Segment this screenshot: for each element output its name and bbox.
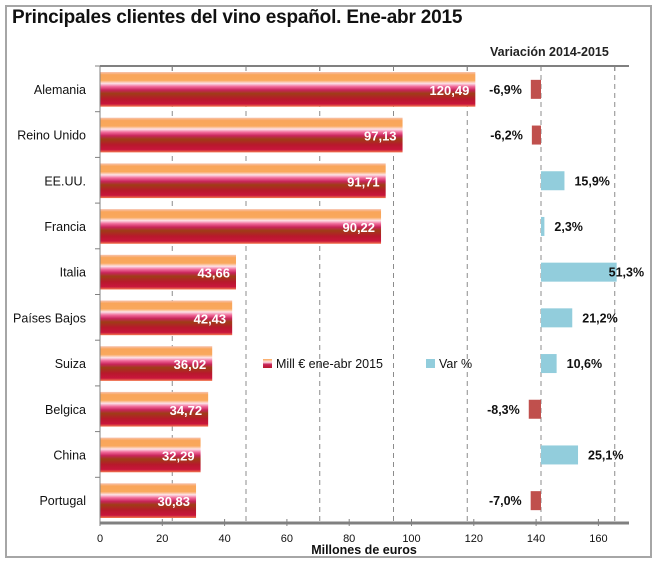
legend-label-var: Var % <box>439 357 472 371</box>
x-tick-label: 80 <box>343 533 355 545</box>
bar-value-label: 120,49 <box>430 83 470 98</box>
category-label: Belgica <box>45 403 86 417</box>
bar-value-label: 90,22 <box>342 220 375 235</box>
bar-value-label: 91,71 <box>347 174 380 189</box>
category-label: Portugal <box>39 494 86 508</box>
bar-var <box>541 308 573 328</box>
chart-subtitle: Variación 2014-2015 <box>490 45 609 59</box>
bar-value-label: 32,29 <box>162 448 195 463</box>
bar-var <box>530 79 541 99</box>
x-axis-label: Millones de euros <box>311 543 417 557</box>
x-tick-label: 0 <box>97 533 103 545</box>
bar-var <box>531 125 541 145</box>
bar-mill <box>100 391 209 427</box>
bar-mill <box>100 163 386 199</box>
bar-var <box>541 171 565 191</box>
legend-swatch-mill <box>263 359 272 368</box>
bar-value-label: 36,02 <box>174 357 207 372</box>
x-tick-label: 140 <box>527 533 545 545</box>
var-value-label: 10,6% <box>567 357 602 371</box>
var-value-label: 21,2% <box>582 311 617 325</box>
bar-value-label: 30,83 <box>157 494 190 509</box>
bar-value-label: 42,43 <box>194 311 227 326</box>
x-tick-label: 60 <box>281 533 293 545</box>
category-label: Países Bajos <box>13 311 86 325</box>
chart-frame <box>5 5 652 558</box>
bar-mill <box>100 117 403 153</box>
var-value-label: -6,2% <box>490 129 523 143</box>
bar-mill <box>100 346 213 381</box>
category-label: Reino Unido <box>17 129 86 143</box>
bar-mill <box>100 209 382 244</box>
bar-mill <box>100 72 476 107</box>
var-value-label: 25,1% <box>588 448 623 462</box>
x-tick-label: 40 <box>218 533 230 545</box>
category-label: Francia <box>44 220 86 234</box>
var-value-label: 15,9% <box>574 174 609 188</box>
bar-mill <box>100 483 197 518</box>
bar-mill <box>100 300 233 336</box>
x-tick-label: 120 <box>465 533 483 545</box>
bar-mill <box>100 437 201 473</box>
bar-mill <box>100 254 237 290</box>
var-value-label: 2,3% <box>554 220 583 234</box>
bar-var <box>528 399 541 419</box>
category-label: Alemania <box>34 83 86 97</box>
var-value-label: -8,3% <box>487 403 520 417</box>
bar-value-label: 34,72 <box>170 403 203 418</box>
bar-var <box>541 354 557 374</box>
category-label: Italia <box>60 266 86 280</box>
legend-swatch-var <box>426 359 435 368</box>
x-tick-label: 100 <box>402 533 420 545</box>
legend-label-mill: Mill € ene-abr 2015 <box>276 357 383 371</box>
bar-value-label: 97,13 <box>364 129 397 144</box>
category-label: Suiza <box>55 357 86 371</box>
bar-var <box>541 445 579 465</box>
x-tick-label: 160 <box>589 533 607 545</box>
bar-var <box>530 491 541 511</box>
category-label: EE.UU. <box>44 174 86 188</box>
var-value-label: -6,9% <box>489 83 522 97</box>
var-value-label: 51,3% <box>609 266 644 280</box>
var-value-label: -7,0% <box>489 494 522 508</box>
bar-var <box>541 216 545 236</box>
x-tick-label: 20 <box>156 533 168 545</box>
chart-title: Principales clientes del vino español. E… <box>12 7 463 28</box>
bar-value-label: 43,66 <box>197 266 230 281</box>
category-label: China <box>53 448 86 462</box>
legend: Mill € ene-abr 2015 Var % <box>263 357 472 371</box>
bar-var <box>541 262 617 282</box>
